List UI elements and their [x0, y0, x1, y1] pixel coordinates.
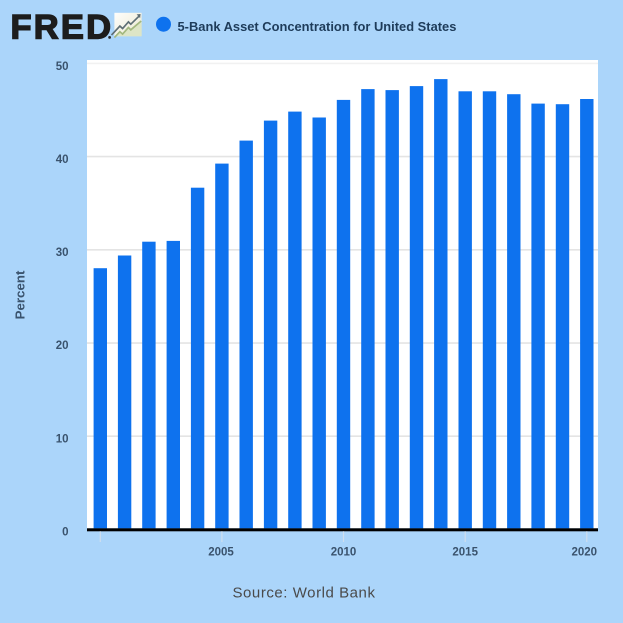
svg-text:Source: World Bank: Source: World Bank: [232, 585, 375, 602]
svg-text:20: 20: [56, 340, 69, 352]
svg-text:10: 10: [56, 433, 69, 445]
svg-text:2005: 2005: [208, 547, 234, 559]
svg-text:2015: 2015: [452, 547, 478, 559]
svg-text:50: 50: [56, 61, 69, 73]
svg-text:0: 0: [62, 527, 68, 539]
svg-text:2020: 2020: [572, 547, 598, 559]
svg-text:40: 40: [56, 154, 69, 166]
svg-text:FRED: FRED: [11, 9, 114, 47]
svg-text:5-Bank Asset Concentration for: 5-Bank Asset Concentration for United St…: [178, 19, 457, 34]
svg-text:Percent: Percent: [13, 270, 28, 319]
svg-text:2010: 2010: [331, 547, 357, 559]
svg-text:30: 30: [56, 247, 69, 259]
